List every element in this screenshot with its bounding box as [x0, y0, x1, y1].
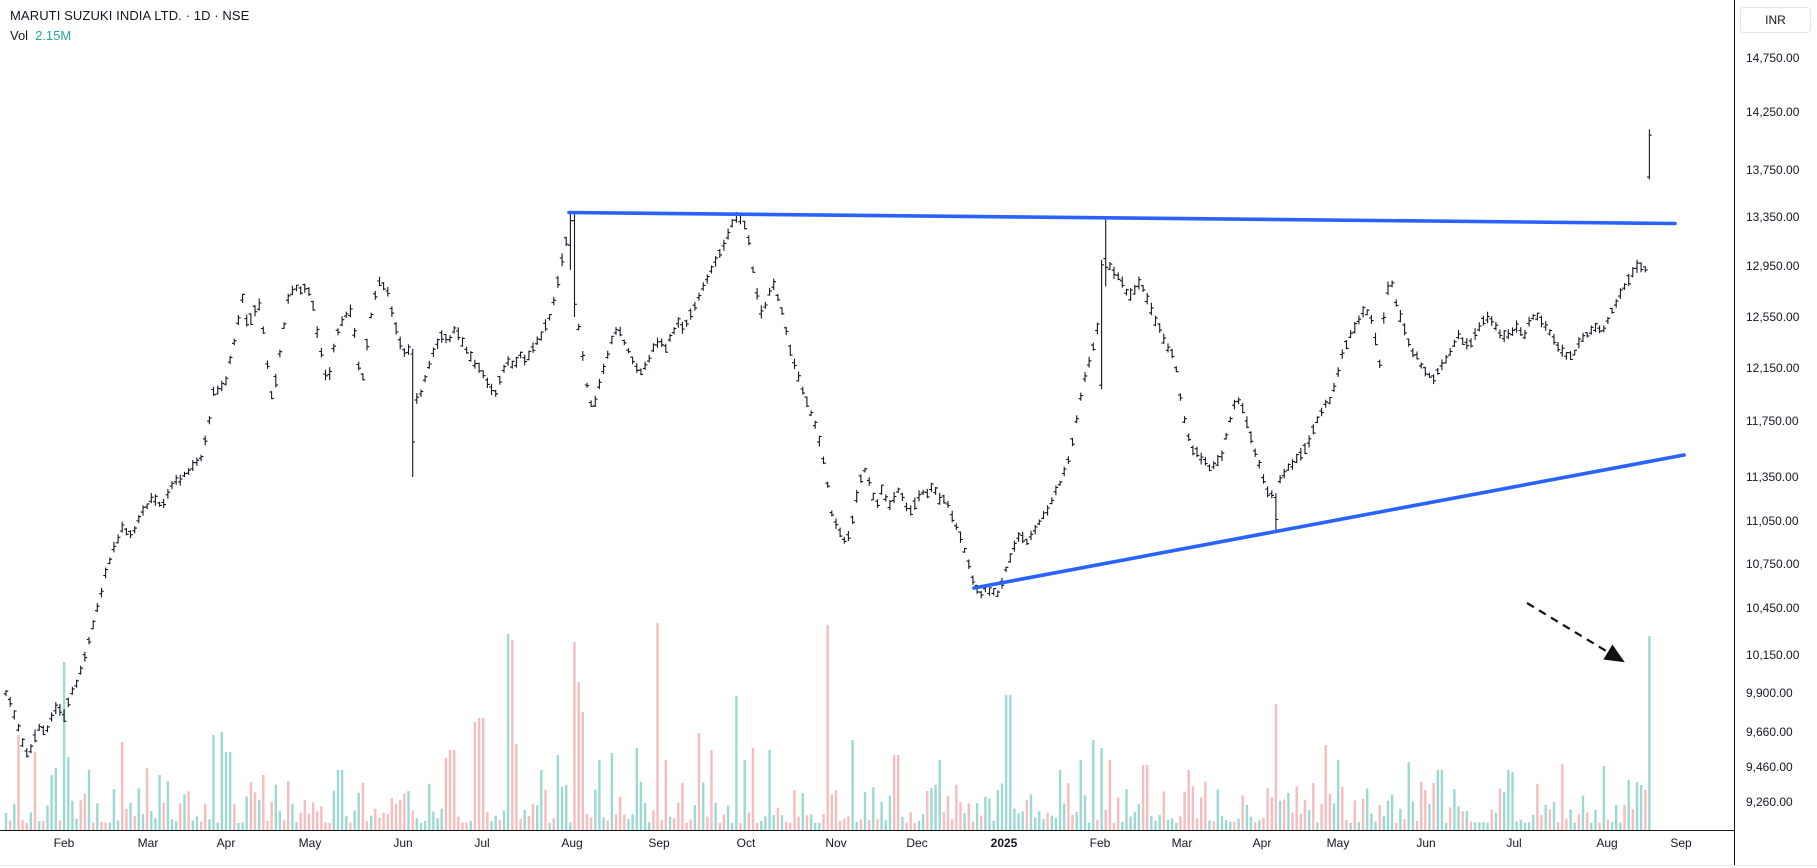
price-tick-label: 14,250.00 [1746, 105, 1800, 119]
time-axis-label: Jul [1506, 836, 1522, 850]
time-axis-label: Apr [216, 836, 236, 850]
price-tick-label: 11,350.00 [1746, 470, 1799, 484]
price-tick-label: 11,750.00 [1746, 414, 1799, 428]
price-tick-label: 14,750.00 [1746, 51, 1800, 65]
ohlc-bars [3, 129, 1652, 758]
time-axis-label: Jun [1416, 836, 1436, 850]
trendline-upper-resistance[interactable] [567, 210, 1677, 226]
drawings [567, 210, 1686, 663]
time-axis-label: May [1326, 836, 1350, 850]
time-axis-label: Oct [736, 836, 756, 850]
price-scale[interactable]: 14,750.00 14,250.00 13,750.00 13,350.00 12,9… [1735, 0, 1817, 830]
price-tick-label: 9,900.00 [1746, 686, 1793, 700]
time-axis-label: Apr [1252, 836, 1272, 850]
price-tick-label: 10,450.00 [1746, 601, 1800, 615]
price-tick-label: 10,150.00 [1746, 648, 1800, 662]
symbol-title[interactable]: MARUTI SUZUKI INDIA LTD. · 1D · NSE [10, 8, 250, 23]
price-tick-label: 9,660.00 [1746, 725, 1793, 739]
price-tick-label: 13,350.00 [1746, 210, 1800, 224]
time-axis-label: Nov [825, 836, 847, 850]
volume-label: Vol [10, 28, 29, 43]
price-tick-label: 12,550.00 [1746, 310, 1800, 324]
time-axis-label: May [298, 836, 322, 850]
time-axis-label: Dec [906, 836, 928, 850]
price-bars [3, 129, 1652, 758]
price-tick-label: 13,750.00 [1746, 163, 1800, 177]
volume-bars [4, 623, 1651, 830]
axis-lines [0, 0, 1735, 866]
time-axis-label: 2025 [990, 836, 1018, 850]
price-tick-label: 9,460.00 [1746, 760, 1793, 774]
time-axis-label: Sep [1670, 836, 1692, 850]
time-axis-label: Aug [561, 836, 583, 850]
time-axis-label: Aug [1596, 836, 1618, 850]
time-axis-label: Feb [53, 836, 75, 850]
trendline-lower-support[interactable] [972, 453, 1686, 590]
time-axis-label: Jul [474, 836, 490, 850]
time-axis-label: Mar [137, 836, 159, 850]
price-tick-label: 12,150.00 [1746, 361, 1800, 375]
price-tick-label: 11,050.00 [1746, 514, 1799, 528]
time-axis-label: Jun [393, 836, 413, 850]
price-tick-label: 9,260.00 [1746, 795, 1793, 809]
price-tick-label: 10,750.00 [1746, 557, 1800, 571]
volume-legend[interactable]: Vol 2.15M [10, 28, 249, 43]
time-axis-label: Sep [648, 836, 670, 850]
currency-badge[interactable]: INR [1740, 7, 1811, 33]
chart-legend: MARUTI SUZUKI INDIA LTD. · 1D · NSE Vol 2… [10, 8, 249, 43]
widget-bottom-edge [0, 865, 1817, 866]
volume-down-bars [9, 623, 1647, 830]
price-tick-label: 12,950.00 [1746, 259, 1800, 273]
volume-value: 2.15M [35, 28, 72, 43]
time-scale[interactable]: Feb Mar Apr May Jun Jul Aug Sep Oct Nov Dec 2025 Feb… [0, 831, 1734, 865]
time-axis-label: Mar [1171, 836, 1193, 850]
time-axis-label: Feb [1089, 836, 1111, 850]
annotation-arrow[interactable] [1526, 602, 1625, 663]
